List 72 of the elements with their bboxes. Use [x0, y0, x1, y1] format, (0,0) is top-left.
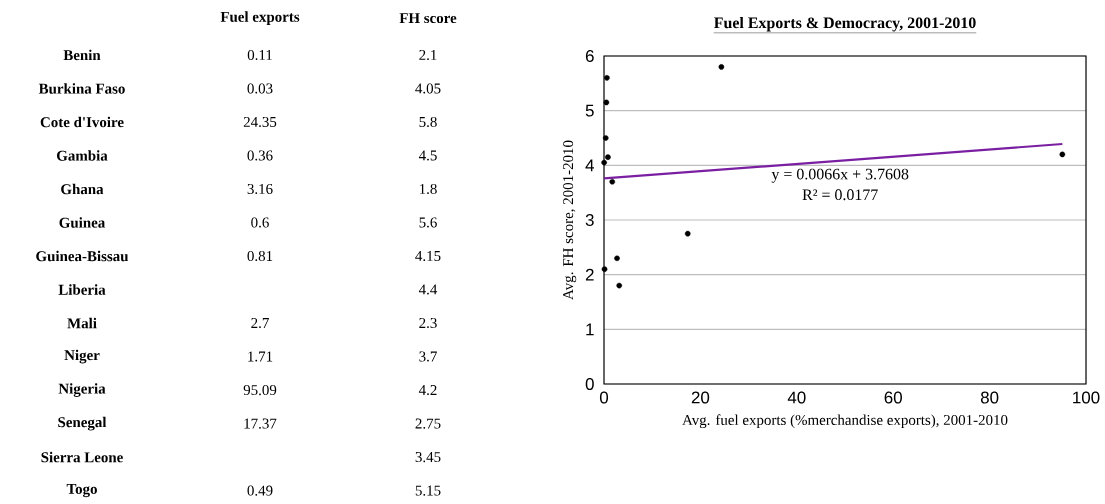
data-label: 2.1 [419, 49, 437, 61]
data-label: 5.15 [415, 485, 441, 496]
point [601, 159, 607, 166]
x-tick-label: 60 [884, 391, 902, 404]
data-label: 95.09 [243, 385, 277, 396]
category-label: Nigeria [58, 383, 106, 397]
point [602, 135, 609, 141]
data-label: 4.15 [415, 250, 441, 262]
data-label: 0.81 [247, 250, 273, 262]
category-label: Benin [63, 49, 101, 61]
category-label: Cote d'Ivoire [40, 116, 124, 128]
category-label: Togo [66, 484, 97, 498]
data-label: 0.36 [247, 150, 273, 161]
category-label: Niger [64, 349, 100, 364]
x-tick-label: 20 [691, 391, 710, 404]
data-label: 0.49 [247, 485, 273, 496]
data-label: 2.75 [415, 418, 441, 429]
point [684, 230, 691, 237]
annotation: y = 0.0066x + 3.7608 [771, 168, 909, 183]
text: Fuel exports [220, 11, 300, 25]
point [603, 99, 610, 106]
data-label: 17.37 [244, 418, 277, 429]
y-tick-label: 1 [586, 323, 594, 336]
data-label: 5.6 [419, 217, 437, 228]
point [614, 255, 620, 262]
x-tick-label: 0 [599, 391, 609, 404]
category-label: Senegal [58, 416, 107, 431]
x-tick-label: 80 [980, 391, 999, 404]
point [601, 266, 608, 272]
data-label: 5.8 [419, 116, 437, 128]
y-tick-label: 5 [585, 104, 594, 117]
point [604, 75, 610, 81]
data-label: 4.5 [418, 150, 437, 161]
data-label: 2.7 [251, 318, 269, 329]
point [609, 178, 616, 185]
data-label: 0.6 [251, 217, 269, 228]
y-tick-label: 6 [585, 50, 594, 62]
category-label: Guinea [59, 217, 106, 228]
x-axis-title: Avg. fuel exports (%merchandise exports), 2001-2010 [682, 414, 1008, 429]
chart-title: Fuel Exports & Democracy, 2001-2010 [714, 16, 976, 32]
point [1059, 151, 1066, 158]
y-tick-label: 4 [585, 159, 594, 172]
category-label: Sierra Leone [41, 451, 123, 463]
category-label: Burkina Faso [38, 83, 125, 94]
text: FH score [399, 13, 457, 24]
y-tick-label: 0 [585, 378, 594, 390]
x-tick-label: 100 [1073, 391, 1100, 404]
data-label: 2.3 [419, 318, 437, 329]
data-label: 3.45 [415, 452, 441, 463]
category-label: Ghana [61, 183, 104, 195]
data-label: 0.03 [247, 83, 273, 94]
data-label: 1.8 [419, 183, 437, 195]
point [616, 282, 623, 289]
data-label: 24.35 [243, 116, 277, 128]
data-label: 1.71 [248, 351, 273, 362]
data-label: 3.7 [419, 351, 437, 362]
data-label: 4.2 [418, 385, 437, 396]
point [718, 64, 725, 70]
y-tick-label: 2 [585, 268, 594, 281]
x-tick-label: 40 [787, 391, 806, 404]
category-label: Mali [67, 317, 97, 329]
data-label: 4.4 [418, 284, 438, 295]
category-label: Gambia [56, 150, 108, 161]
y-axis-title: Avg. FH score, 2001-2010 [563, 140, 577, 300]
category-label: Guinea-Bissau [36, 250, 129, 262]
data-label: 4.05 [415, 83, 441, 94]
category-label: Liberia [58, 284, 106, 295]
data-label: 3.16 [247, 183, 273, 195]
point [605, 154, 611, 160]
y-tick-label: 3 [585, 214, 594, 226]
annotation: R² = 0.0177 [802, 189, 878, 201]
data-label: 0.11 [247, 49, 272, 61]
